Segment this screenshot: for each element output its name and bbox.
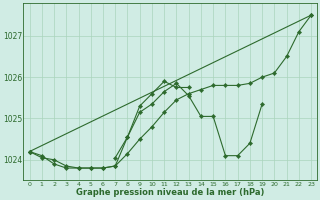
X-axis label: Graphe pression niveau de la mer (hPa): Graphe pression niveau de la mer (hPa) [76,188,265,197]
